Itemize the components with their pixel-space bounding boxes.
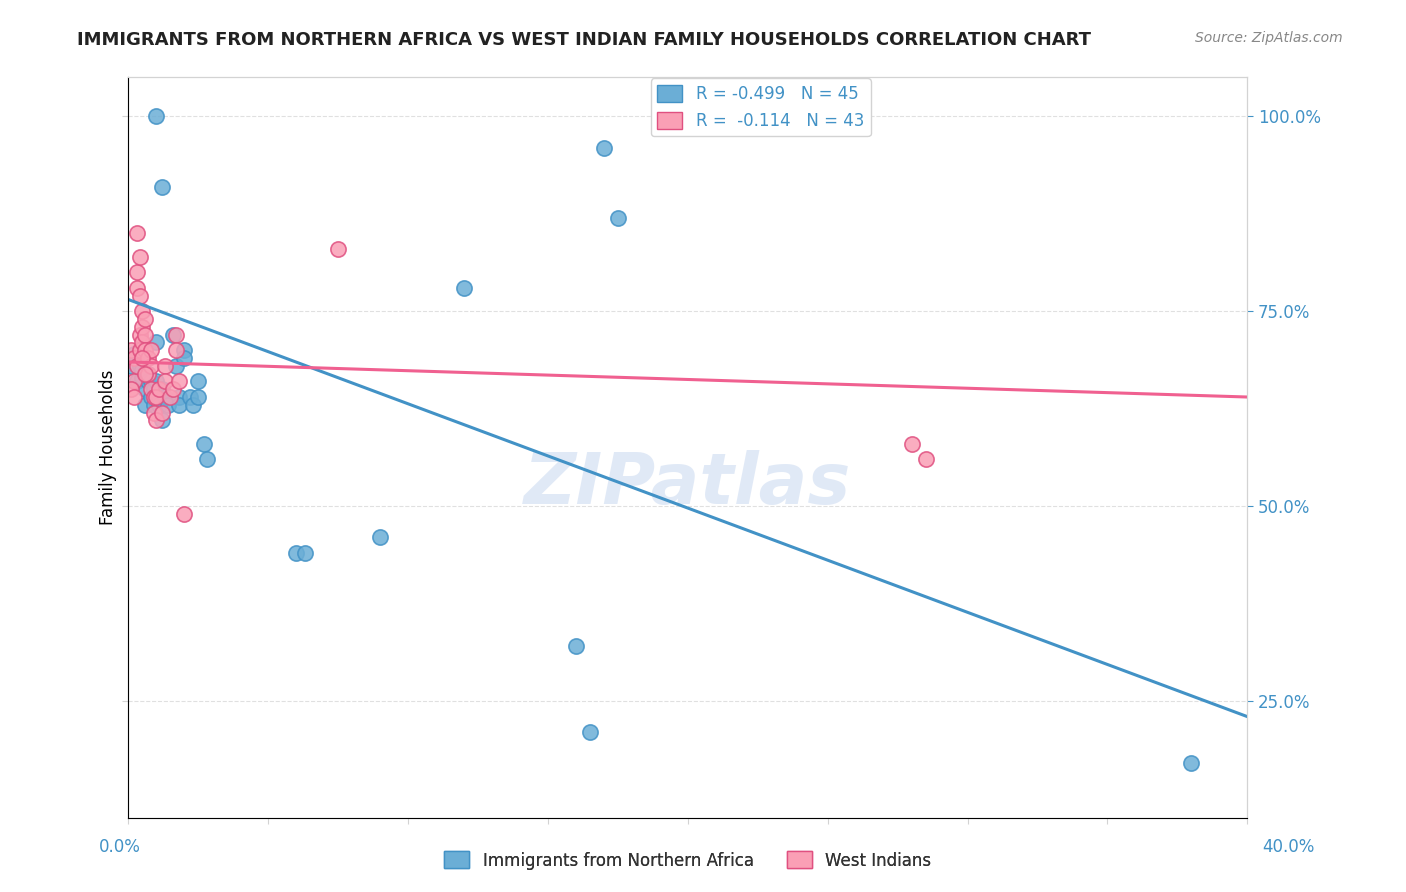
Point xyxy=(134,367,156,381)
Point xyxy=(153,359,176,373)
Point xyxy=(153,375,176,389)
Text: Source: ZipAtlas.com: Source: ZipAtlas.com xyxy=(1195,31,1343,45)
Text: IMMIGRANTS FROM NORTHERN AFRICA VS WEST INDIAN FAMILY HOUSEHOLDS CORRELATION CHA: IMMIGRANTS FROM NORTHERN AFRICA VS WEST … xyxy=(77,31,1091,49)
Point xyxy=(607,211,630,225)
Point xyxy=(139,343,162,358)
Point xyxy=(128,288,150,302)
Point xyxy=(131,363,153,377)
Point xyxy=(173,351,195,365)
Point xyxy=(914,452,936,467)
Point xyxy=(328,242,350,256)
Point xyxy=(125,281,148,295)
Point xyxy=(285,546,308,560)
Point xyxy=(131,370,153,384)
Point xyxy=(162,327,184,342)
Point xyxy=(131,319,153,334)
Point xyxy=(193,437,215,451)
Point xyxy=(148,382,170,396)
Point xyxy=(179,390,201,404)
Point xyxy=(165,327,187,342)
Point xyxy=(294,546,316,560)
Point xyxy=(156,398,179,412)
Point xyxy=(131,335,153,350)
Point xyxy=(167,398,190,412)
Point xyxy=(162,382,184,396)
Point xyxy=(120,343,142,358)
Point xyxy=(128,327,150,342)
Point xyxy=(128,343,150,358)
Point xyxy=(181,398,204,412)
Point xyxy=(136,367,159,381)
Point xyxy=(122,375,145,389)
Point xyxy=(128,359,150,373)
Point xyxy=(139,382,162,396)
Point xyxy=(134,312,156,326)
Legend: Immigrants from Northern Africa, West Indians: Immigrants from Northern Africa, West In… xyxy=(437,845,938,876)
Point xyxy=(134,382,156,396)
Point xyxy=(150,406,173,420)
Point xyxy=(120,382,142,396)
Point xyxy=(165,343,187,358)
Point xyxy=(593,140,616,154)
Point xyxy=(145,390,167,404)
Point xyxy=(167,375,190,389)
Point xyxy=(165,359,187,373)
Point xyxy=(150,179,173,194)
Point xyxy=(139,390,162,404)
Point xyxy=(145,375,167,389)
Point xyxy=(148,390,170,404)
Point xyxy=(150,382,173,396)
Point xyxy=(120,359,142,373)
Point xyxy=(125,227,148,241)
Text: 0.0%: 0.0% xyxy=(98,838,141,855)
Point xyxy=(142,390,165,404)
Point xyxy=(125,359,148,373)
Point xyxy=(159,390,181,404)
Point xyxy=(134,343,156,358)
Point xyxy=(136,367,159,381)
Point xyxy=(173,343,195,358)
Point xyxy=(187,390,209,404)
Y-axis label: Family Households: Family Households xyxy=(100,370,117,525)
Point xyxy=(579,725,602,739)
Point xyxy=(900,437,922,451)
Text: 40.0%: 40.0% xyxy=(1263,838,1315,855)
Point xyxy=(134,398,156,412)
Point xyxy=(125,375,148,389)
Point xyxy=(139,375,162,389)
Point xyxy=(128,250,150,264)
Point xyxy=(195,452,218,467)
Point xyxy=(145,110,167,124)
Point xyxy=(187,375,209,389)
Point xyxy=(167,390,190,404)
Point xyxy=(565,640,588,654)
Point xyxy=(136,351,159,365)
Point xyxy=(453,281,475,295)
Point xyxy=(122,351,145,365)
Point xyxy=(131,351,153,365)
Point xyxy=(139,359,162,373)
Point xyxy=(1180,756,1202,771)
Point xyxy=(150,413,173,427)
Point xyxy=(142,406,165,420)
Point xyxy=(122,347,145,361)
Text: ZIPatlas: ZIPatlas xyxy=(524,450,852,519)
Point xyxy=(145,413,167,427)
Point xyxy=(145,335,167,350)
Point xyxy=(173,507,195,521)
Point xyxy=(153,390,176,404)
Point xyxy=(131,304,153,318)
Point xyxy=(134,327,156,342)
Point xyxy=(368,530,391,544)
Point xyxy=(142,382,165,396)
Point xyxy=(125,265,148,279)
Point xyxy=(148,398,170,412)
Point xyxy=(142,398,165,412)
Point xyxy=(122,390,145,404)
Point xyxy=(136,375,159,389)
